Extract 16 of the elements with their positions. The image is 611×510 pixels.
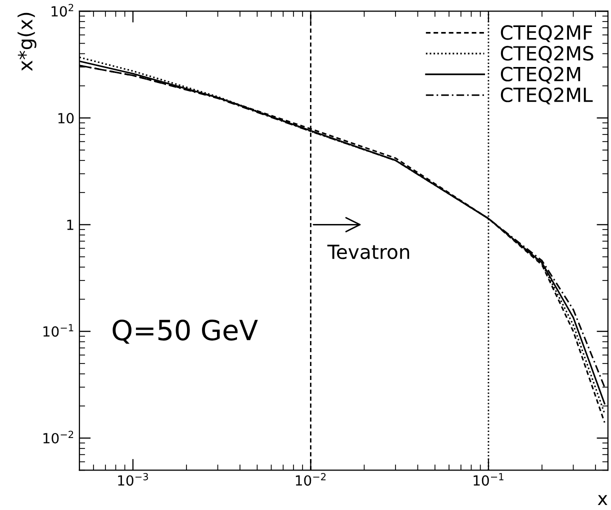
y-tick-label: 1	[67, 220, 74, 230]
x-tick-label: 10$^{−3}$	[118, 472, 148, 486]
x-tick-label: 10$^{−1}$	[474, 473, 504, 486]
annotation: Q=50 GeV	[112, 320, 258, 344]
legend-label: CTEQ2ML	[500, 87, 593, 104]
y-axis-title: x*g(x)	[18, 12, 36, 71]
y-tick-label: 10$^{−1}$	[43, 324, 74, 337]
y-tick-label: 10$^{−2}$	[43, 430, 74, 444]
y-tick-label: 10	[58, 112, 74, 124]
legend-label: CTEQ2MS	[500, 46, 594, 63]
annotation: Tevatron	[327, 244, 410, 260]
x-tick-label: 10$^{−2}$	[296, 472, 326, 486]
legend-label: CTEQ2MF	[500, 25, 592, 42]
legend-label: CTEQ2M	[500, 66, 580, 84]
y-tick-label: 10$^{2}$	[52, 4, 74, 17]
x-axis-title: x	[598, 495, 608, 506]
